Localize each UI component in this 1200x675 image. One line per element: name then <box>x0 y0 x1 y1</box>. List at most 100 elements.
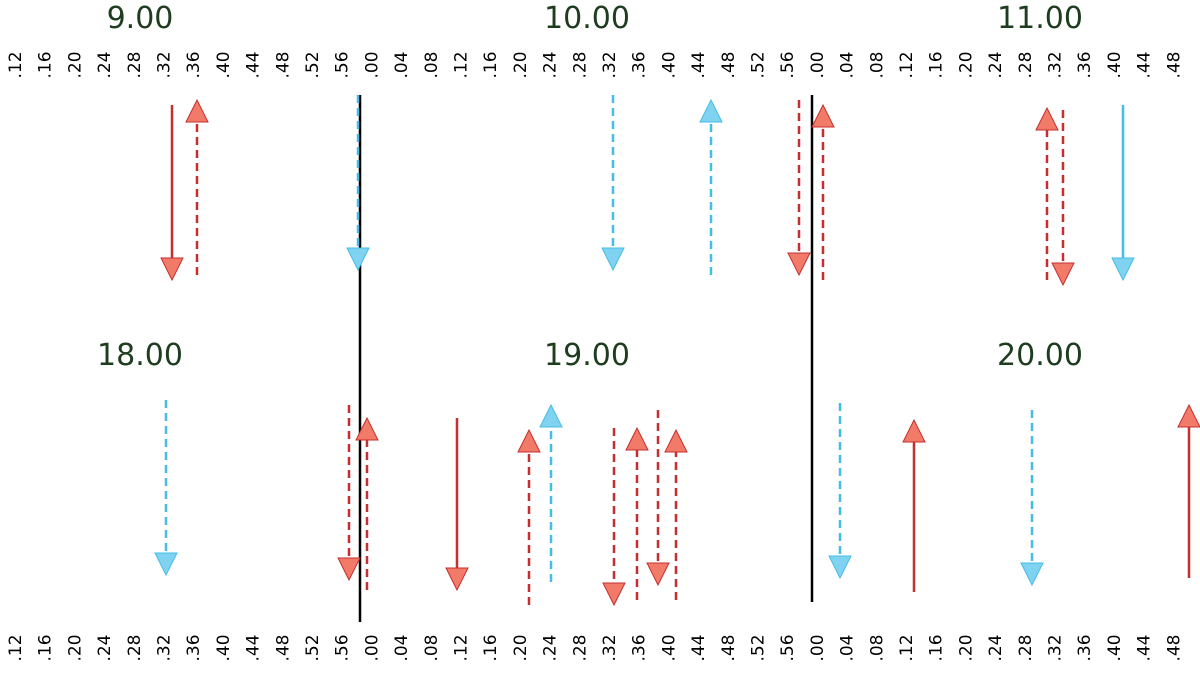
tick-labels: .12 .16 .20 .24 .28 .32 .36 .40 .44 .48 .52 .56 .00.… <box>6 51 1184 661</box>
tick-label: .04 <box>838 51 858 78</box>
tick-label: .12 <box>897 51 917 78</box>
tick-label: .16 <box>36 634 56 661</box>
tick-label: .32 <box>1046 51 1066 78</box>
arrows <box>154 95 1200 607</box>
arrow-head <box>445 567 469 592</box>
tick-label: .48 <box>719 634 739 661</box>
tick-label: .16 <box>36 51 56 78</box>
tick-label: .40 <box>214 634 234 661</box>
tick-label: .12 <box>6 51 26 78</box>
tick-label: .08 <box>422 51 442 78</box>
tick-label: .48 <box>719 51 739 78</box>
tick-label: .36 <box>630 51 650 78</box>
tick-label: .44 <box>244 634 264 661</box>
arrow-head <box>828 555 852 580</box>
tick-label: .24 <box>95 634 115 661</box>
arrow-head <box>154 552 178 577</box>
tick-label: .40 <box>1105 634 1125 661</box>
tick-label: .24 <box>986 634 1006 661</box>
tick-label: .40 <box>659 51 679 78</box>
tick-label: .36 <box>630 634 650 661</box>
hour-label: 20.00 <box>997 338 1083 373</box>
tick-label: .28 <box>1016 634 1036 661</box>
tick-label: .24 <box>986 51 1006 78</box>
tick-label: .04 <box>392 634 412 661</box>
tick-label: .24 <box>541 51 561 78</box>
tick-label: .28 <box>570 634 590 661</box>
tick-label: .08 <box>867 634 887 661</box>
tick-label: .56 <box>333 634 353 661</box>
tick-label: .32 <box>155 51 175 78</box>
tick-label: .56 <box>778 634 798 661</box>
tick-label: .00 <box>808 51 828 78</box>
tick-label: .40 <box>1105 51 1125 78</box>
arrow-head <box>1035 106 1059 131</box>
arrow-head <box>346 247 370 272</box>
arrow-head <box>602 582 626 607</box>
tick-label: .24 <box>541 634 561 661</box>
arrow-head <box>1020 562 1044 587</box>
tick-label: .28 <box>125 634 145 661</box>
tick-label: .20 <box>956 51 976 78</box>
tick-label: .48 <box>1164 634 1184 661</box>
tick-label: .32 <box>600 51 620 78</box>
arrow-head <box>517 428 541 453</box>
tick-label: .20 <box>511 51 531 78</box>
hour-label: 10.00 <box>544 1 630 36</box>
tick-label: .08 <box>422 634 442 661</box>
arrow-head <box>539 403 563 428</box>
arrow-head <box>1051 262 1075 287</box>
tick-label: .28 <box>570 51 590 78</box>
tick-label: .20 <box>65 634 85 661</box>
tick-label: .48 <box>273 51 293 78</box>
tick-label: .12 <box>452 634 472 661</box>
arrow-head <box>185 98 209 123</box>
tick-label: .00 <box>362 51 382 78</box>
tick-label: .24 <box>95 51 115 78</box>
tick-label: .00 <box>362 634 382 661</box>
tick-label: .52 <box>303 51 323 78</box>
arrow-head <box>787 252 811 277</box>
tick-label: .00 <box>808 634 828 661</box>
hour-label: 19.00 <box>544 338 630 373</box>
tick-label: .40 <box>659 634 679 661</box>
tick-label: .16 <box>481 634 501 661</box>
arrow-head <box>646 562 670 587</box>
tick-label: .52 <box>749 634 769 661</box>
tick-label: .40 <box>214 51 234 78</box>
tick-label: .16 <box>927 634 947 661</box>
tick-label: .36 <box>184 634 204 661</box>
tick-label: .36 <box>1075 51 1095 78</box>
tick-label: .20 <box>956 634 976 661</box>
tick-label: .56 <box>333 51 353 78</box>
tick-label: .32 <box>1046 634 1066 661</box>
arrow-head <box>160 257 184 282</box>
tick-label: .20 <box>65 51 85 78</box>
tick-label: .28 <box>125 51 145 78</box>
tick-label: .48 <box>273 634 293 661</box>
tick-label: .52 <box>303 634 323 661</box>
tick-label: .44 <box>689 51 709 78</box>
tick-label: .56 <box>778 51 798 78</box>
tick-label: .12 <box>452 51 472 78</box>
arrow-head <box>1177 403 1200 428</box>
tick-label: .16 <box>927 51 947 78</box>
tick-label: .16 <box>481 51 501 78</box>
arrow-head <box>625 426 649 451</box>
arrow-head <box>337 557 361 582</box>
tick-label: .52 <box>749 51 769 78</box>
tick-label: .44 <box>1135 51 1155 78</box>
tick-label: .28 <box>1016 51 1036 78</box>
hour-label: 9.00 <box>107 1 174 36</box>
tick-label: .32 <box>155 634 175 661</box>
arrow-head <box>699 98 723 123</box>
tick-label: .48 <box>1164 51 1184 78</box>
tick-label: .04 <box>392 51 412 78</box>
arrow-head <box>1111 257 1135 282</box>
arrow-head <box>355 416 379 441</box>
tick-label: .12 <box>6 634 26 661</box>
tick-label: .44 <box>1135 634 1155 661</box>
arrow-head <box>811 103 835 128</box>
hour-label: 11.00 <box>997 1 1083 36</box>
